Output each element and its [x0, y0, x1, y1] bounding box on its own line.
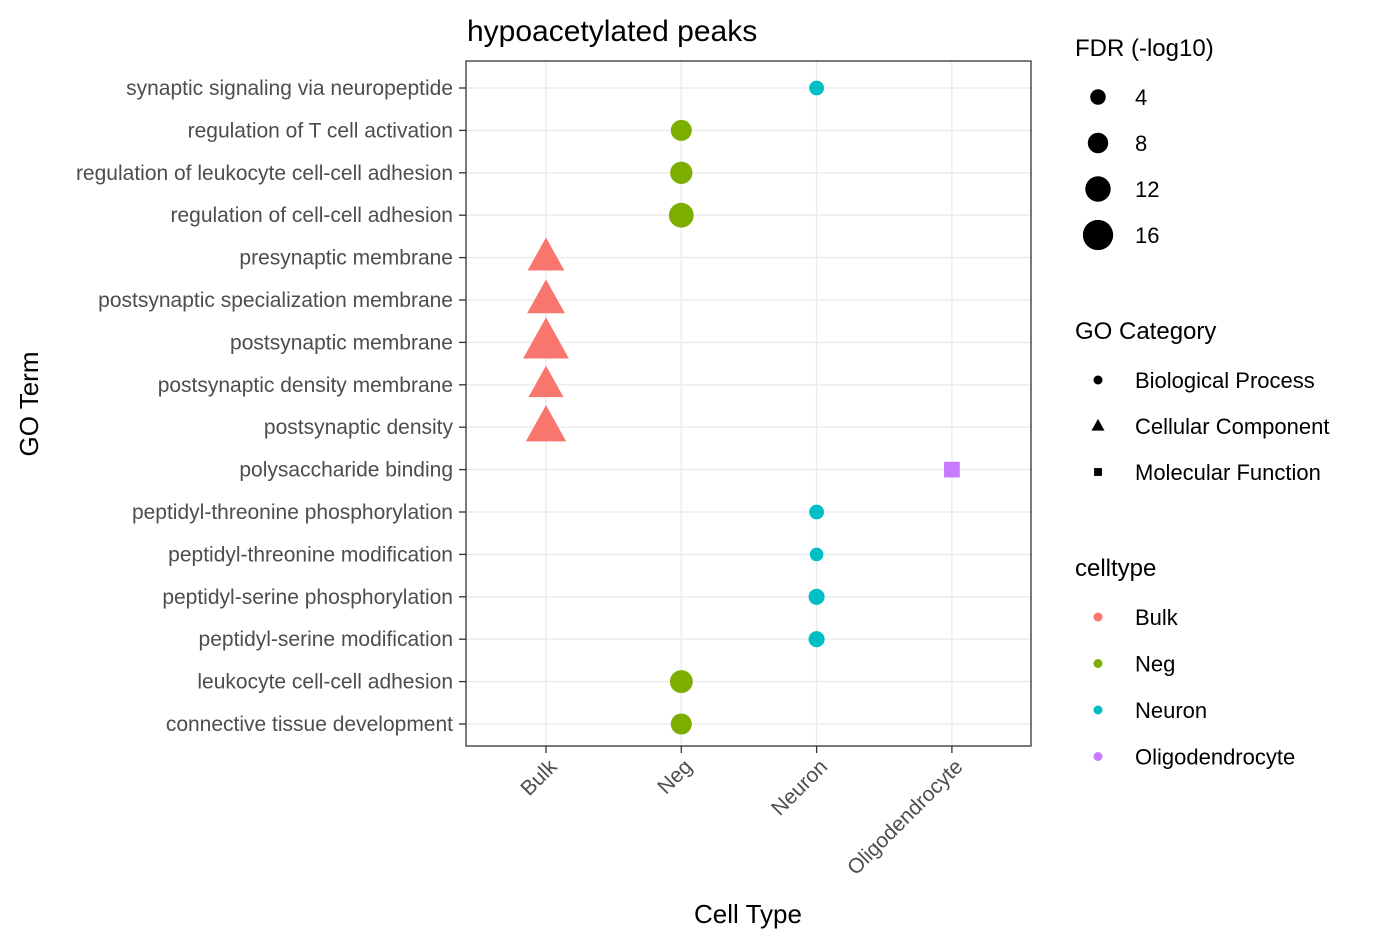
y-tick-label: peptidyl-threonine phosphorylation: [132, 501, 453, 524]
point-peptidyl-serine-modification: [808, 631, 825, 648]
plot-panel-border: [465, 60, 1032, 747]
point-postsynaptic-density: [525, 405, 567, 442]
x-axis-title: Cell Type: [694, 899, 802, 929]
legend-shape-label: Molecular Function: [1135, 460, 1321, 485]
x-tick-label: Neg: [653, 755, 697, 799]
point-presynaptic-membrane: [527, 237, 565, 271]
point-peptidyl-threonine-modification: [809, 547, 824, 562]
y-tick-label: postsynaptic specialization membrane: [98, 289, 453, 312]
legend-color-label: Bulk: [1135, 605, 1179, 630]
plot-title: hypoacetylated peaks: [467, 15, 757, 48]
legend-color-key: [1093, 659, 1103, 668]
legend-color-label: Neg: [1135, 652, 1175, 677]
legend-size-key: [1090, 89, 1106, 105]
y-tick-label: postsynaptic density membrane: [158, 374, 453, 397]
legend-shape-key: [1093, 375, 1103, 385]
point-regulation-of-cell-cell-adhesion: [668, 202, 694, 228]
legend-color-label: Neuron: [1135, 698, 1207, 723]
legend-color-label: Oligodendrocyte: [1135, 745, 1295, 770]
x-tick-label: Oligodendrocyte: [843, 755, 967, 879]
y-tick-label: regulation of cell-cell adhesion: [170, 204, 453, 227]
legend-color-key: [1093, 752, 1103, 761]
legend-color-key: [1093, 705, 1103, 715]
point-connective-tissue-development: [670, 713, 692, 735]
legends: FDR (-log10) 4 8 12 16 GO Category Biological …: [1075, 35, 1329, 770]
y-axis-ticks: synaptic signaling via neuropeptide regul…: [76, 77, 466, 736]
x-tick-label: Bulk: [516, 755, 562, 801]
legend-color-title: celltype: [1075, 555, 1156, 582]
y-tick-label: polysaccharide binding: [239, 459, 453, 482]
point-regulation-of-leukocyte-cell-cell-adhesion: [670, 161, 693, 184]
point-postsynaptic-membrane: [523, 317, 569, 359]
y-tick-label: presynaptic membrane: [239, 247, 453, 270]
legend-size-label: 8: [1135, 131, 1147, 156]
legend-size-key: [1087, 132, 1109, 154]
legend-size-label: 4: [1135, 85, 1147, 110]
point-postsynaptic-specialization-membrane: [527, 279, 565, 314]
y-tick-label: leukocyte cell-cell adhesion: [197, 671, 453, 694]
y-tick-label: peptidyl-threonine modification: [168, 543, 453, 566]
y-tick-label: postsynaptic membrane: [230, 331, 453, 354]
legend-size-label: 12: [1135, 177, 1159, 202]
legend-size-label: 16: [1135, 223, 1159, 248]
y-tick-label: connective tissue development: [166, 713, 453, 736]
x-tick-label: Neuron: [767, 755, 832, 820]
data-points: [523, 80, 960, 735]
y-tick-label: regulation of T cell activation: [188, 119, 453, 142]
point-leukocyte-cell-cell-adhesion: [669, 670, 693, 694]
legend-size-title: FDR (-log10): [1075, 35, 1214, 62]
y-tick-label: postsynaptic density: [264, 416, 454, 439]
grid-lines: [466, 61, 1031, 746]
y-tick-label: regulation of leukocyte cell-cell adhesi…: [76, 162, 453, 185]
point-synaptic-signaling-via-neuropeptide: [809, 80, 825, 96]
legend-shape-title: GO Category: [1075, 318, 1216, 345]
point-polysaccharide-binding: [944, 461, 960, 478]
legend-size-key: [1082, 219, 1114, 251]
y-tick-label: peptidyl-serine modification: [199, 628, 453, 651]
legend-shape-key: [1091, 418, 1105, 431]
legend-shape-label: Biological Process: [1135, 368, 1315, 393]
y-tick-label: synaptic signaling via neuropeptide: [126, 77, 453, 100]
y-axis-title: GO Term: [14, 352, 44, 457]
point-postsynaptic-density-membrane: [528, 365, 564, 398]
point-regulation-of-t-cell-activation: [670, 119, 692, 141]
point-peptidyl-threonine-phosphorylation: [809, 504, 825, 520]
legend-shape-label: Cellular Component: [1135, 414, 1329, 439]
y-tick-label: peptidyl-serine phosphorylation: [162, 586, 453, 609]
legend-shape-key: [1094, 468, 1102, 476]
legend-color-key: [1093, 612, 1103, 622]
x-axis-ticks: Bulk Neg Neuron Oligodendrocyte: [516, 746, 967, 880]
point-peptidyl-serine-phosphorylation: [808, 588, 825, 605]
legend-size-key: [1085, 176, 1111, 202]
